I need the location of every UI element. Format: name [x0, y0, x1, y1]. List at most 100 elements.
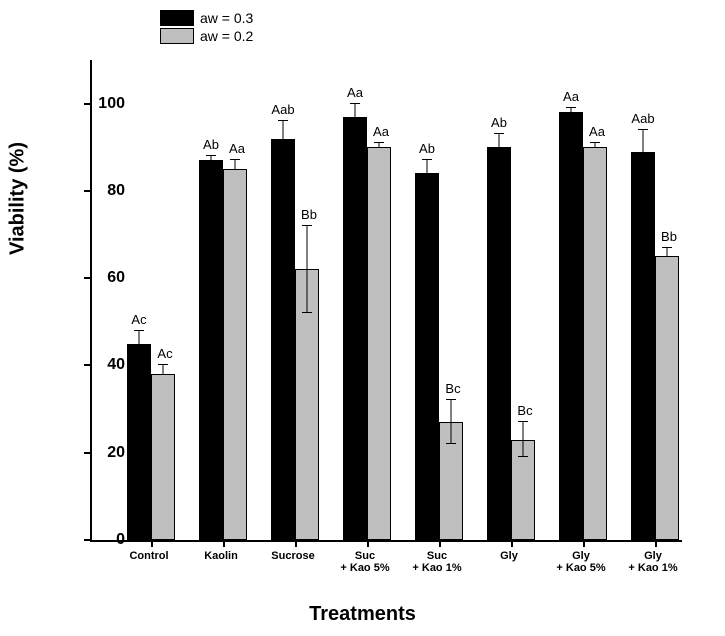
y-axis-label: Viability (%) [7, 142, 30, 255]
error-cap [662, 247, 672, 248]
y-tick-label: 100 [95, 95, 125, 113]
error-cap [206, 155, 216, 156]
error-cap [374, 142, 384, 143]
x-tick [655, 540, 657, 547]
error-bar [163, 365, 164, 374]
bar-annotation: Aab [631, 111, 654, 126]
error-cap [422, 159, 432, 160]
plot-area: AcAcAbAaAabBbAaAaAbBcAbBcAaAaAabBb [90, 60, 682, 542]
bar-series2 [583, 147, 607, 540]
chart-container: aw = 0.3 aw = 0.2 Viability (%) Ac Ac Ab Aa… [0, 0, 725, 636]
error-bar [451, 422, 452, 444]
legend-item: aw = 0.3 [160, 10, 253, 26]
x-tick-label: Suc+ Kao 5% [335, 550, 395, 574]
y-tick-label: 80 [95, 182, 125, 200]
x-tick-label: Gly+ Kao 1% [623, 550, 683, 574]
bar-annotation: Aa [373, 124, 389, 139]
legend-swatch-2 [160, 28, 194, 44]
y-tick [84, 190, 92, 192]
y-tick [84, 452, 92, 454]
bar-series1 [343, 117, 367, 540]
x-tick-label: Sucrose [263, 550, 323, 562]
error-cap [278, 120, 288, 121]
y-tick [84, 539, 92, 541]
x-tick [511, 540, 513, 547]
x-tick [583, 540, 585, 547]
error-cap [590, 142, 600, 143]
x-tick [223, 540, 225, 547]
y-tick-label: 40 [95, 356, 125, 374]
y-tick [84, 277, 92, 279]
error-bar [451, 400, 452, 422]
x-tick-label: Gly+ Kao 5% [551, 550, 611, 574]
error-cap [230, 159, 240, 160]
error-bar [211, 156, 212, 160]
bar-annotation: Aa [589, 124, 605, 139]
error-bar [595, 143, 596, 147]
error-bar [667, 248, 668, 257]
x-tick-label: Kaolin [191, 550, 251, 562]
bar-annotation: Aa [563, 89, 579, 104]
error-bar [235, 160, 236, 169]
error-bar [643, 130, 644, 152]
bar-annotation: Bc [517, 403, 532, 418]
bar-annotation: Aab [271, 102, 294, 117]
y-tick-label: 60 [95, 269, 125, 287]
y-tick [84, 103, 92, 105]
error-cap [638, 129, 648, 130]
error-cap [350, 103, 360, 104]
error-cap [302, 225, 312, 226]
legend-item: aw = 0.2 [160, 28, 253, 44]
bar-series1 [199, 160, 223, 540]
bar-series1 [127, 344, 151, 540]
x-tick [151, 540, 153, 547]
bar-annotation: Ab [419, 141, 435, 156]
error-bar [307, 269, 308, 313]
error-cap [158, 364, 168, 365]
error-cap [518, 421, 528, 422]
error-bar [427, 160, 428, 173]
error-bar [355, 104, 356, 117]
legend-swatch-1 [160, 10, 194, 26]
x-tick [367, 540, 369, 547]
error-bar [523, 440, 524, 457]
error-bar [379, 143, 380, 147]
error-bar [523, 422, 524, 439]
error-bar [307, 226, 308, 270]
x-tick [295, 540, 297, 547]
error-bar [571, 108, 572, 112]
bar-annotation: Bb [661, 229, 677, 244]
bar-annotation: Ab [491, 115, 507, 130]
error-cap [494, 133, 504, 134]
bar-annotation: Ac [157, 346, 172, 361]
bar-series2 [367, 147, 391, 540]
bar-annotation: Ac [131, 312, 146, 327]
bar-series1 [271, 139, 295, 540]
bar-annotation: Bc [445, 381, 460, 396]
bar-series2 [655, 256, 679, 540]
bar-annotation: Ab [203, 137, 219, 152]
bar-series1 [487, 147, 511, 540]
bar-series2 [151, 374, 175, 540]
y-tick-label: 0 [95, 531, 125, 549]
error-bar [499, 134, 500, 147]
error-cap [134, 330, 144, 331]
legend-label-1: aw = 0.3 [200, 10, 253, 26]
y-tick [84, 364, 92, 366]
error-cap [446, 399, 456, 400]
bar-series1 [631, 152, 655, 540]
legend: aw = 0.3 aw = 0.2 [160, 10, 253, 46]
bar-series2 [223, 169, 247, 540]
bar-annotation: Aa [347, 85, 363, 100]
error-cap [566, 107, 576, 108]
error-bar [139, 331, 140, 344]
y-tick-label: 20 [95, 444, 125, 462]
x-tick-label: Suc+ Kao 1% [407, 550, 467, 574]
error-bar [283, 121, 284, 138]
x-tick [439, 540, 441, 547]
legend-label-2: aw = 0.2 [200, 28, 253, 44]
bar-series1 [559, 112, 583, 540]
x-tick-label: Gly [479, 550, 539, 562]
bar-annotation: Bb [301, 207, 317, 222]
bar-series1 [415, 173, 439, 540]
